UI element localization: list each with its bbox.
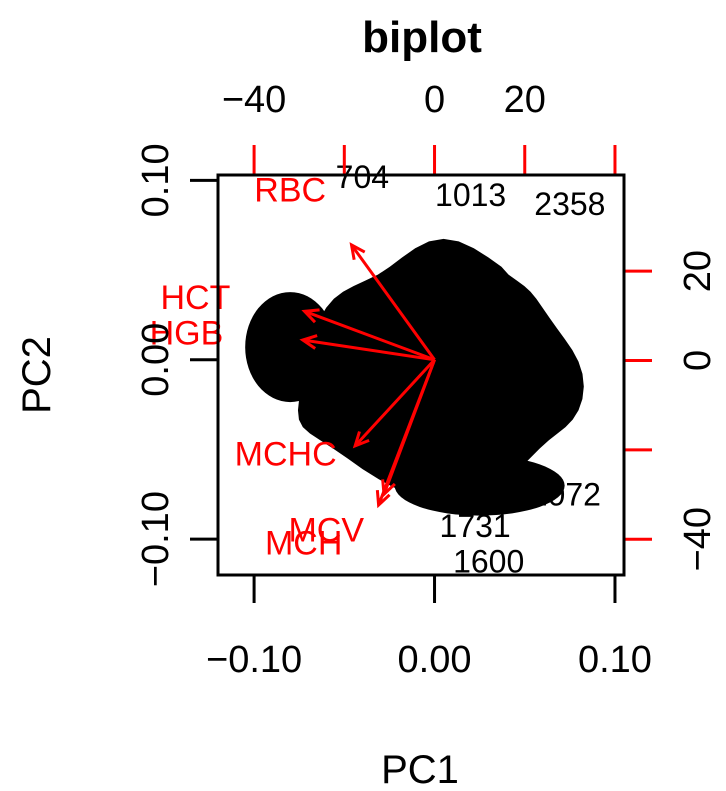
point-label: 1013 (435, 177, 506, 213)
loading-arrow (377, 359, 436, 506)
y-tick-label: −0.10 (135, 491, 177, 587)
chart-title: biplot (362, 13, 482, 62)
x-tick-label: −0.10 (206, 639, 302, 681)
loading-arrowhead (352, 431, 370, 449)
axes: −0.10 0.00 0.10 −0.10 0.00 0.10 −40 0 20 −40 0 20 (135, 79, 719, 681)
loading-label: RBC (254, 172, 326, 210)
right-tick-label: 20 (677, 250, 719, 292)
loading-label: HCT (160, 279, 230, 317)
top-tick-label: −40 (222, 79, 286, 121)
loading-label: HGB (150, 315, 224, 353)
y-tick-label: 0.10 (135, 143, 177, 217)
x-axis-label: PC1 (381, 748, 459, 791)
point-label: 2072 (530, 477, 601, 513)
loading-label: MCH (265, 525, 342, 563)
x-tick-label: 0.10 (578, 639, 652, 681)
x-tick-label: 0.00 (398, 639, 472, 681)
loading-label: MCHC (235, 435, 337, 473)
loading-arrowhead (349, 242, 366, 260)
point-label: 1731 (440, 508, 511, 544)
loading-label: MCV (288, 511, 364, 549)
loading-arrowhead (375, 489, 391, 509)
right-tick-label: −40 (677, 507, 719, 571)
y-tick-label: 0.00 (135, 323, 177, 397)
loading-arrow (302, 338, 435, 362)
loading-arrow (350, 244, 436, 361)
point-label: 2358 (534, 186, 605, 222)
y-axis-label: PC2 (15, 336, 59, 414)
loading-arrow (354, 358, 436, 447)
loading-arrow (304, 309, 436, 362)
right-tick-label: 0 (677, 350, 719, 371)
point-label: 2030 (444, 481, 515, 517)
plot-frame (216, 173, 626, 577)
top-tick-label: 0 (424, 79, 445, 121)
score-cloud-lower-lobe (394, 455, 565, 516)
loading-arrowhead (299, 334, 318, 350)
score-cloud (245, 238, 584, 516)
score-cloud-left-lobe (245, 292, 336, 403)
loading-arrowhead (301, 308, 320, 324)
top-tick-label: 20 (504, 79, 546, 121)
score-cloud-blob (297, 238, 584, 495)
